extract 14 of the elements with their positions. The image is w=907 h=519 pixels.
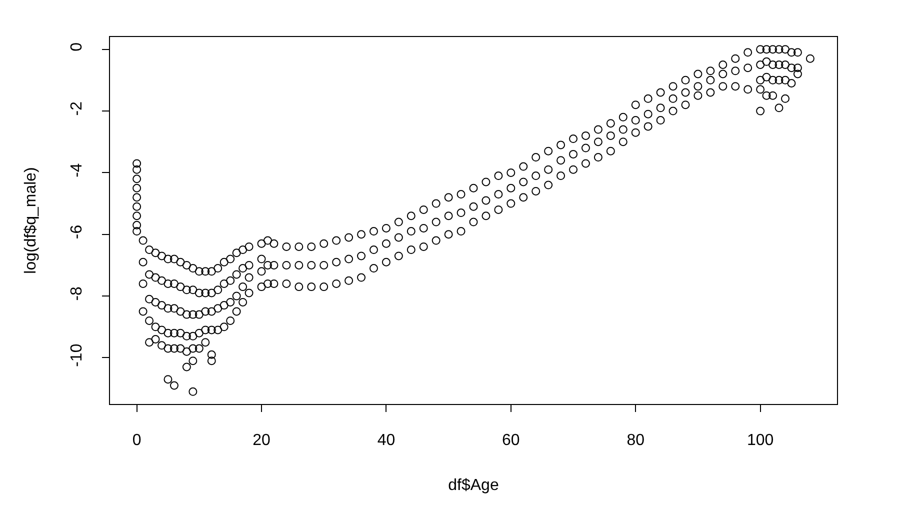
x-tick-label: 20: [252, 432, 271, 450]
y-tick-label: -2: [68, 101, 86, 116]
x-tick-label: 80: [626, 432, 645, 450]
y-axis-title: log(df$q_male): [22, 167, 40, 274]
x-tick-label: 40: [377, 432, 396, 450]
x-tick-label: 60: [502, 432, 520, 450]
x-tick-label: 100: [746, 432, 774, 450]
x-tick-label: 0: [132, 432, 142, 450]
y-tick-label: -10: [68, 344, 86, 367]
y-tick-label: -8: [68, 286, 86, 301]
y-tick-label: 0: [68, 42, 86, 52]
y-tick-label: -6: [68, 224, 86, 240]
x-axis-title: df$Age: [448, 476, 499, 494]
y-tick-label: -4: [68, 163, 86, 178]
